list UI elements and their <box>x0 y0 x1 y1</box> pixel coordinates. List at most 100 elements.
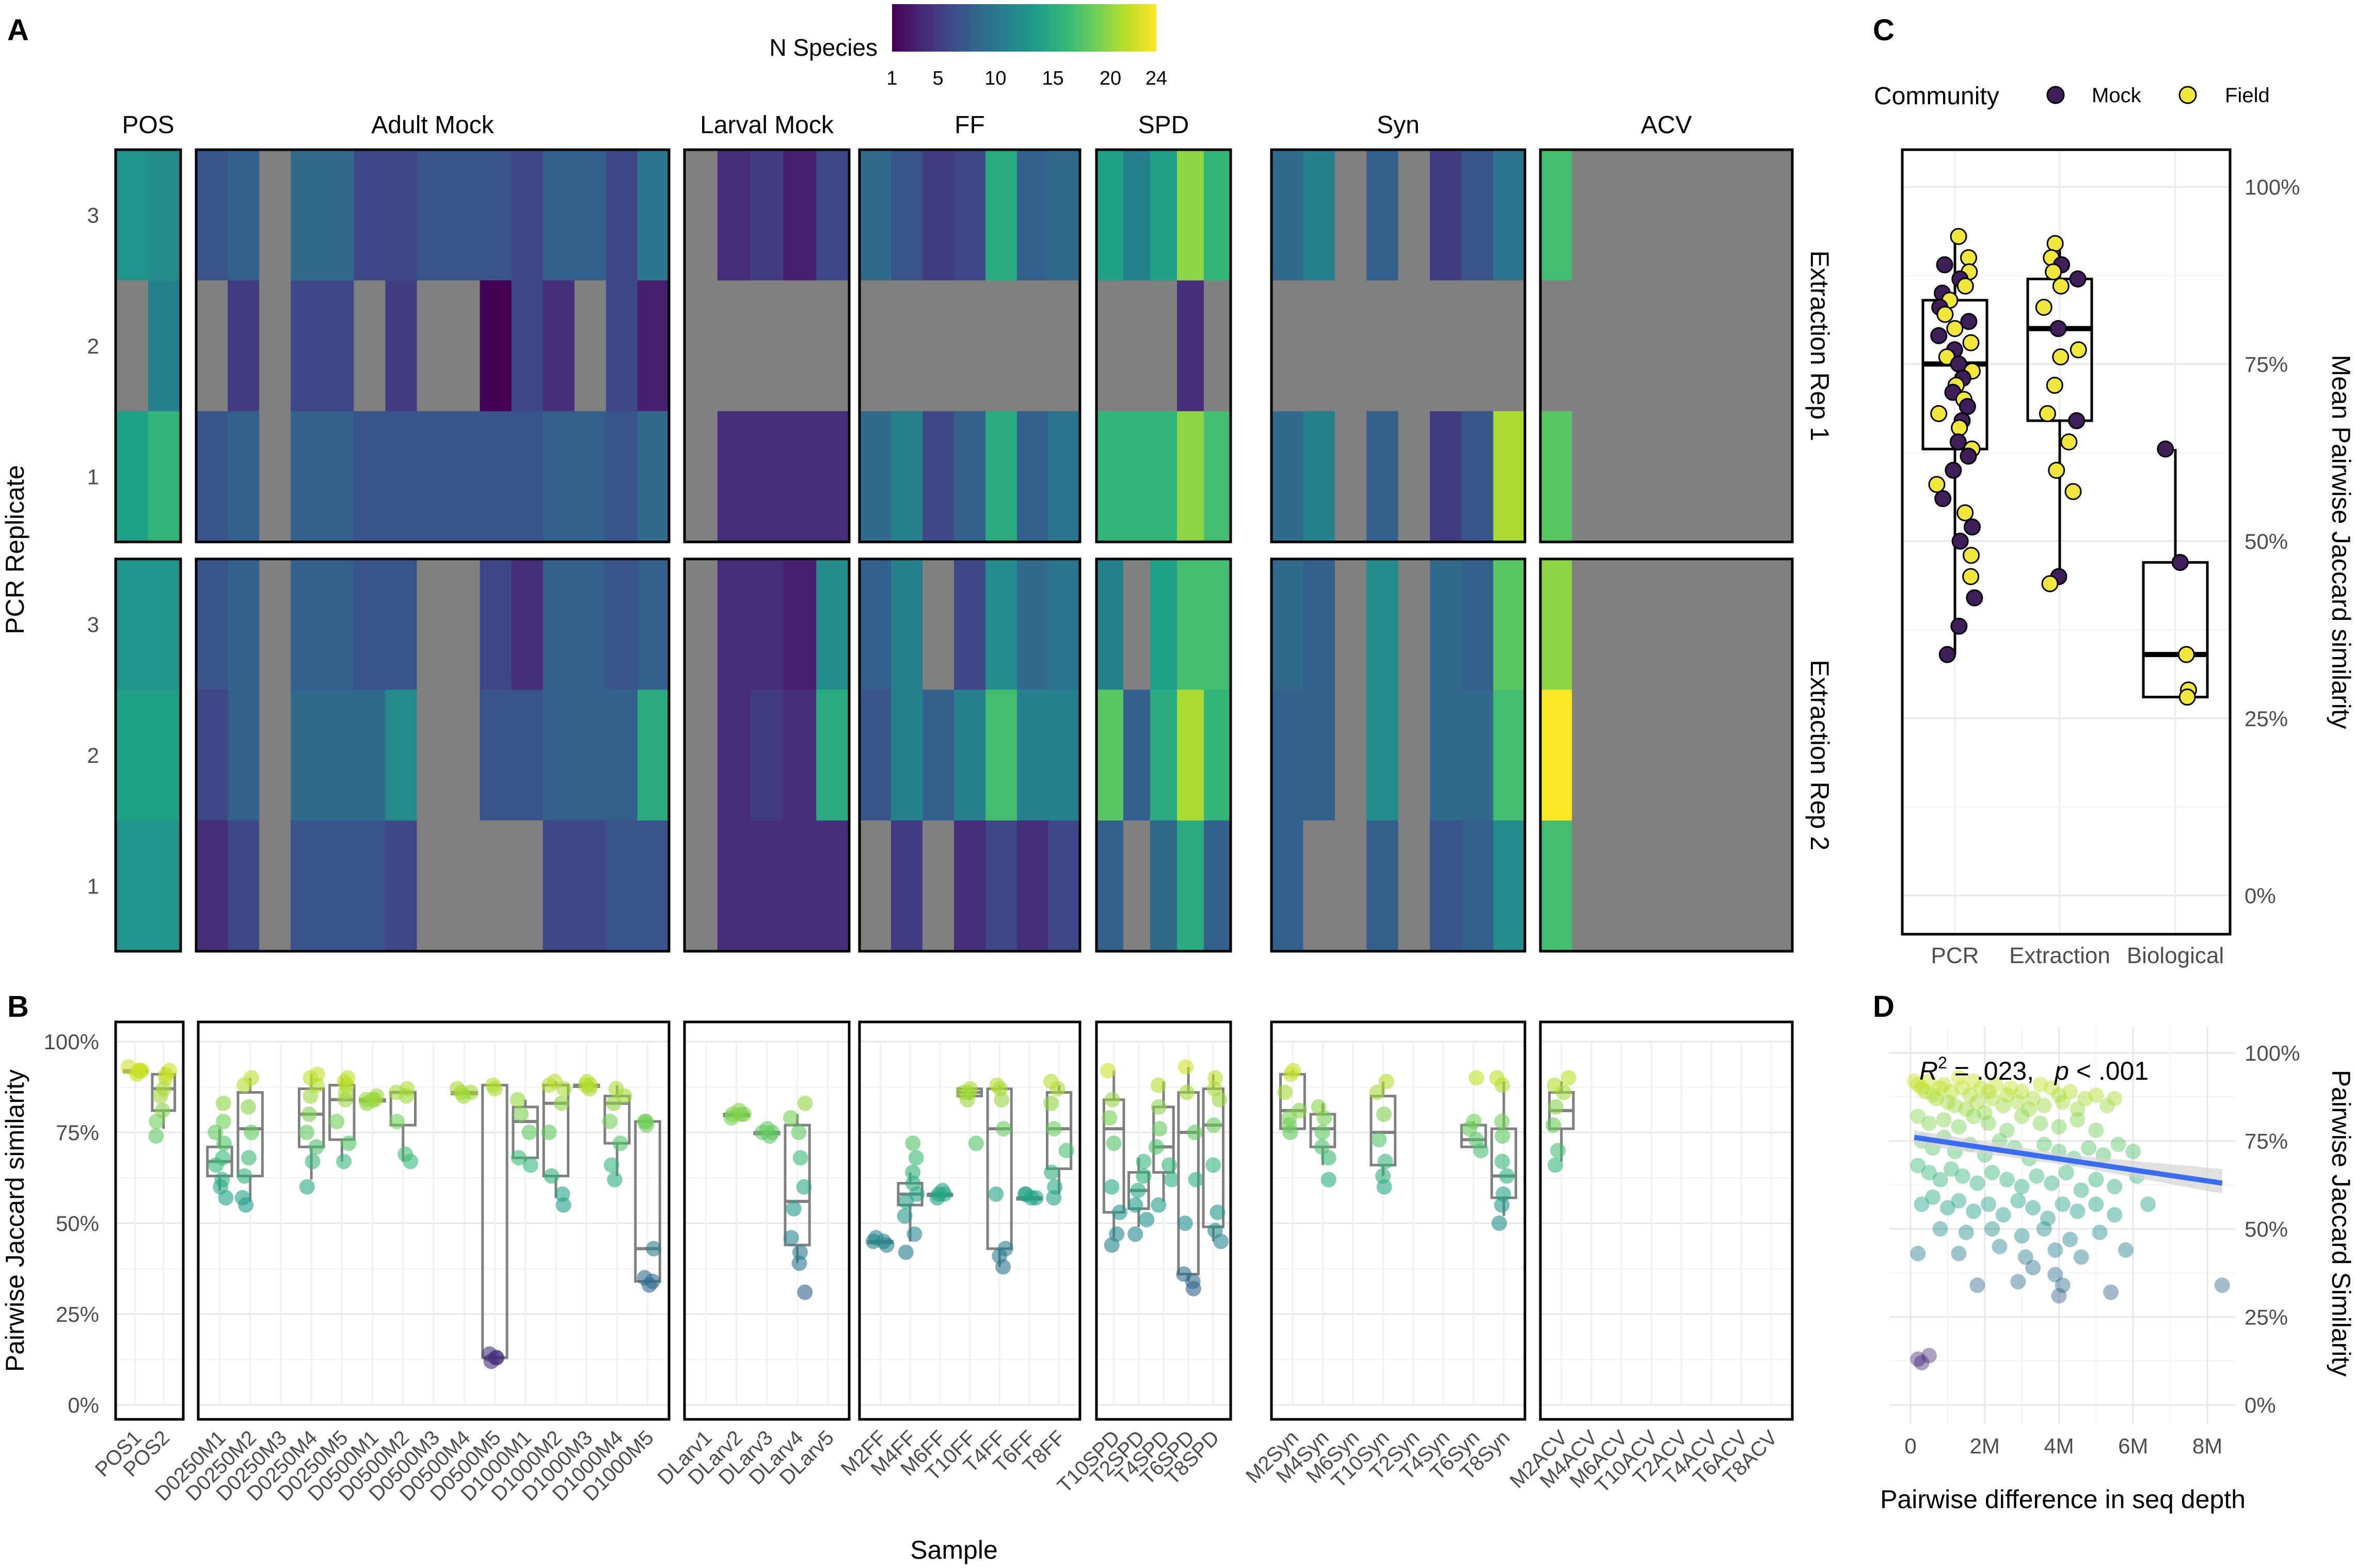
facet-strip-label: SPD <box>1138 111 1189 139</box>
scatter-point <box>1951 1069 1967 1085</box>
heatmap-cell <box>1204 280 1231 412</box>
regression-line <box>1914 1134 2223 1186</box>
scatter-point <box>1944 1084 1960 1100</box>
boxplot-point <box>1494 1113 1510 1129</box>
heatmap-cell <box>116 820 149 952</box>
boxplot-point <box>1188 1172 1204 1188</box>
heatmap-cell <box>1017 280 1049 412</box>
boxplot-point <box>1177 1215 1193 1231</box>
boxplot-point <box>216 1135 232 1151</box>
heatmap-cell <box>228 280 260 412</box>
scatter-point <box>2081 1140 2096 1156</box>
heatmap-cell <box>922 559 954 690</box>
heatmap-cell <box>1096 820 1124 952</box>
scatter-point <box>1984 1221 2000 1237</box>
heatmap-cell <box>1493 820 1525 952</box>
heatmap-cell <box>1461 559 1494 690</box>
facet-strip-label: Larval Mock <box>700 111 834 139</box>
scatter-point <box>2062 1084 2078 1100</box>
scatter-point <box>1969 1277 1985 1293</box>
boxplot-point <box>463 1084 479 1100</box>
heatmap-cell <box>750 280 784 412</box>
heatmap-cell <box>860 690 892 821</box>
fit-annotation: R2 = .023, p < .001 <box>1919 1053 2149 1085</box>
scatter-point <box>1947 1098 1963 1114</box>
community-point <box>1960 313 1978 330</box>
heatmap-cell <box>1096 690 1124 821</box>
boxplot-point <box>329 1113 345 1129</box>
heatmap-cell <box>228 150 260 281</box>
heatmap-facet-border <box>1095 148 1232 543</box>
boxplot-point <box>906 1226 922 1242</box>
heatmap-cell <box>354 411 386 542</box>
heatmap-y-tick-label: 2 <box>87 334 99 358</box>
heatmap-cell <box>417 411 449 542</box>
boxplot-point <box>1102 1110 1118 1126</box>
boxplot-y-axis-label: Pairwise Jaccard similarity <box>1 1069 29 1372</box>
category-tick-label: Biological <box>2127 943 2224 968</box>
heatmap-cell <box>860 280 892 412</box>
community-point <box>1966 589 1983 606</box>
heatmap-cell <box>1204 690 1231 821</box>
boxplot-point <box>234 1190 250 1206</box>
heatmap-cell <box>196 559 228 690</box>
heatmap-cell <box>1698 150 1730 281</box>
c-y-tick-label: 100% <box>2245 175 2300 199</box>
heatmap-cell <box>954 690 986 821</box>
community-point <box>2064 483 2082 500</box>
heatmap-cell <box>637 820 670 952</box>
boxplot-y-tick-label: 75% <box>56 1121 99 1145</box>
scatter-point <box>2010 1274 2026 1290</box>
community-point <box>1962 568 1980 585</box>
boxplot-point <box>544 1168 560 1184</box>
heatmap-cell <box>1150 820 1178 952</box>
heatmap-cell <box>511 820 544 952</box>
scatter-point <box>1995 1098 2011 1114</box>
boxplot-point <box>1150 1077 1166 1093</box>
boxplot-point <box>341 1135 357 1151</box>
heatmap-facet-border <box>683 557 851 953</box>
scatter-point <box>1932 1080 1948 1096</box>
heatmap-cell <box>1493 690 1525 821</box>
scatter-point <box>1925 1189 1941 1205</box>
c-y-tick-label: 0% <box>2245 884 2276 908</box>
heatmap-cell <box>291 411 323 542</box>
heatmap-facet-border <box>858 557 1081 953</box>
heatmap-cell <box>685 820 718 952</box>
heatmap-cell <box>860 411 892 542</box>
boxplot-point <box>399 1081 415 1097</box>
boxplot-point <box>369 1088 385 1104</box>
heatmap-cell <box>417 150 449 281</box>
heatmap-cell <box>291 150 323 281</box>
scatter-point <box>2140 1196 2156 1212</box>
scatter-point <box>1966 1203 1982 1219</box>
boxplot-point <box>961 1084 977 1100</box>
heatmap-cell <box>354 280 386 412</box>
scatter-point <box>2088 1123 2104 1139</box>
heatmap-cell <box>637 559 670 690</box>
heatmap-cell <box>385 690 418 821</box>
heatmap-cell <box>385 820 418 952</box>
heatmap-cell <box>1177 150 1204 281</box>
boxplot-point <box>1320 1172 1336 1188</box>
heatmap-cell <box>1603 820 1635 952</box>
heatmap-cell <box>1635 280 1667 412</box>
scatter-point <box>2014 1084 2030 1100</box>
boxplot-point <box>1311 1099 1327 1115</box>
community-point <box>1934 490 1952 507</box>
heatmap-cell <box>196 280 228 412</box>
heatmap-cell <box>385 280 418 412</box>
community-point <box>2052 277 2070 295</box>
heatmap-cell <box>1096 559 1124 690</box>
boxplot-point <box>298 1125 314 1140</box>
heatmap-cell <box>574 280 607 412</box>
community-point <box>1946 320 1964 338</box>
boxplot-point <box>214 1172 230 1188</box>
heatmap-cell <box>1666 820 1698 952</box>
scatter-point <box>1921 1348 1937 1364</box>
heatmap-cell <box>574 820 607 952</box>
heatmap-cell <box>1366 411 1399 542</box>
heatmap-cell <box>543 150 575 281</box>
heatmap-cell <box>891 280 923 412</box>
heatmap-cell <box>637 690 670 821</box>
